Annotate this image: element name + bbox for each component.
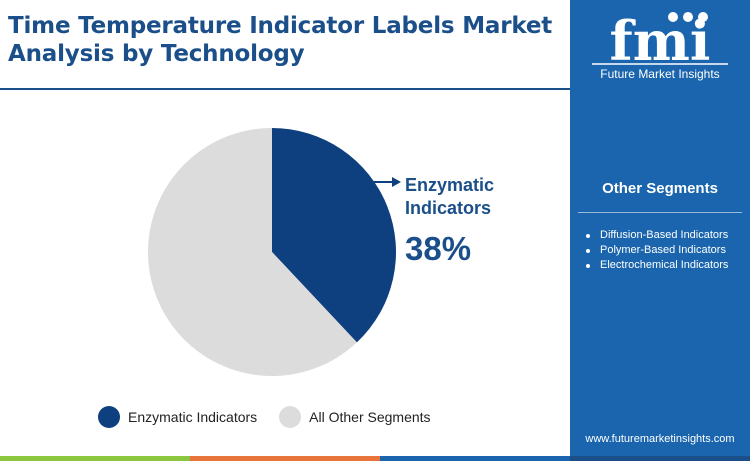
pie-chart bbox=[147, 127, 396, 377]
bottom-color-bar bbox=[0, 456, 750, 461]
other-segments-list: Diffusion-Based Indicators Polymer-Based… bbox=[584, 228, 728, 273]
other-segments-title: Other Segments bbox=[602, 180, 718, 197]
chart-legend: Enzymatic Indicators All Other Segments bbox=[98, 406, 453, 428]
sidebar-divider bbox=[578, 212, 742, 213]
legend-item-other: All Other Segments bbox=[279, 406, 431, 428]
sidebar: fmi Future Market Insights Other Segment… bbox=[570, 0, 750, 461]
fmi-logo: fmi bbox=[592, 9, 728, 73]
callout-value: 38% bbox=[405, 230, 472, 267]
website-link[interactable]: www.futuremarketinsights.com bbox=[585, 433, 735, 445]
pie-slice-all-other-segments bbox=[147, 127, 357, 377]
legend-label-enzymatic: Enzymatic Indicators bbox=[128, 409, 258, 425]
legend-swatch-enzymatic bbox=[98, 406, 120, 428]
callout-arrow-icon bbox=[374, 177, 401, 187]
svg-text:fmi: fmi bbox=[610, 9, 711, 73]
page-title: Time Temperature Indicator Labels Market… bbox=[8, 13, 553, 67]
segment-item: Electrochemical Indicators bbox=[584, 258, 728, 273]
legend-item-enzymatic: Enzymatic Indicators bbox=[98, 406, 257, 428]
segment-item: Polymer-Based Indicators bbox=[584, 243, 728, 258]
title-divider bbox=[0, 88, 570, 90]
legend-swatch-other bbox=[279, 406, 302, 428]
brand-name: Future Market Insights bbox=[600, 67, 720, 81]
callout-label: Enzymatic Indicators bbox=[405, 175, 495, 218]
legend-label-other: All Other Segments bbox=[309, 409, 431, 425]
pie-slice-enzymatic-indicators bbox=[272, 128, 396, 343]
segment-item: Diffusion-Based Indicators bbox=[584, 228, 728, 243]
